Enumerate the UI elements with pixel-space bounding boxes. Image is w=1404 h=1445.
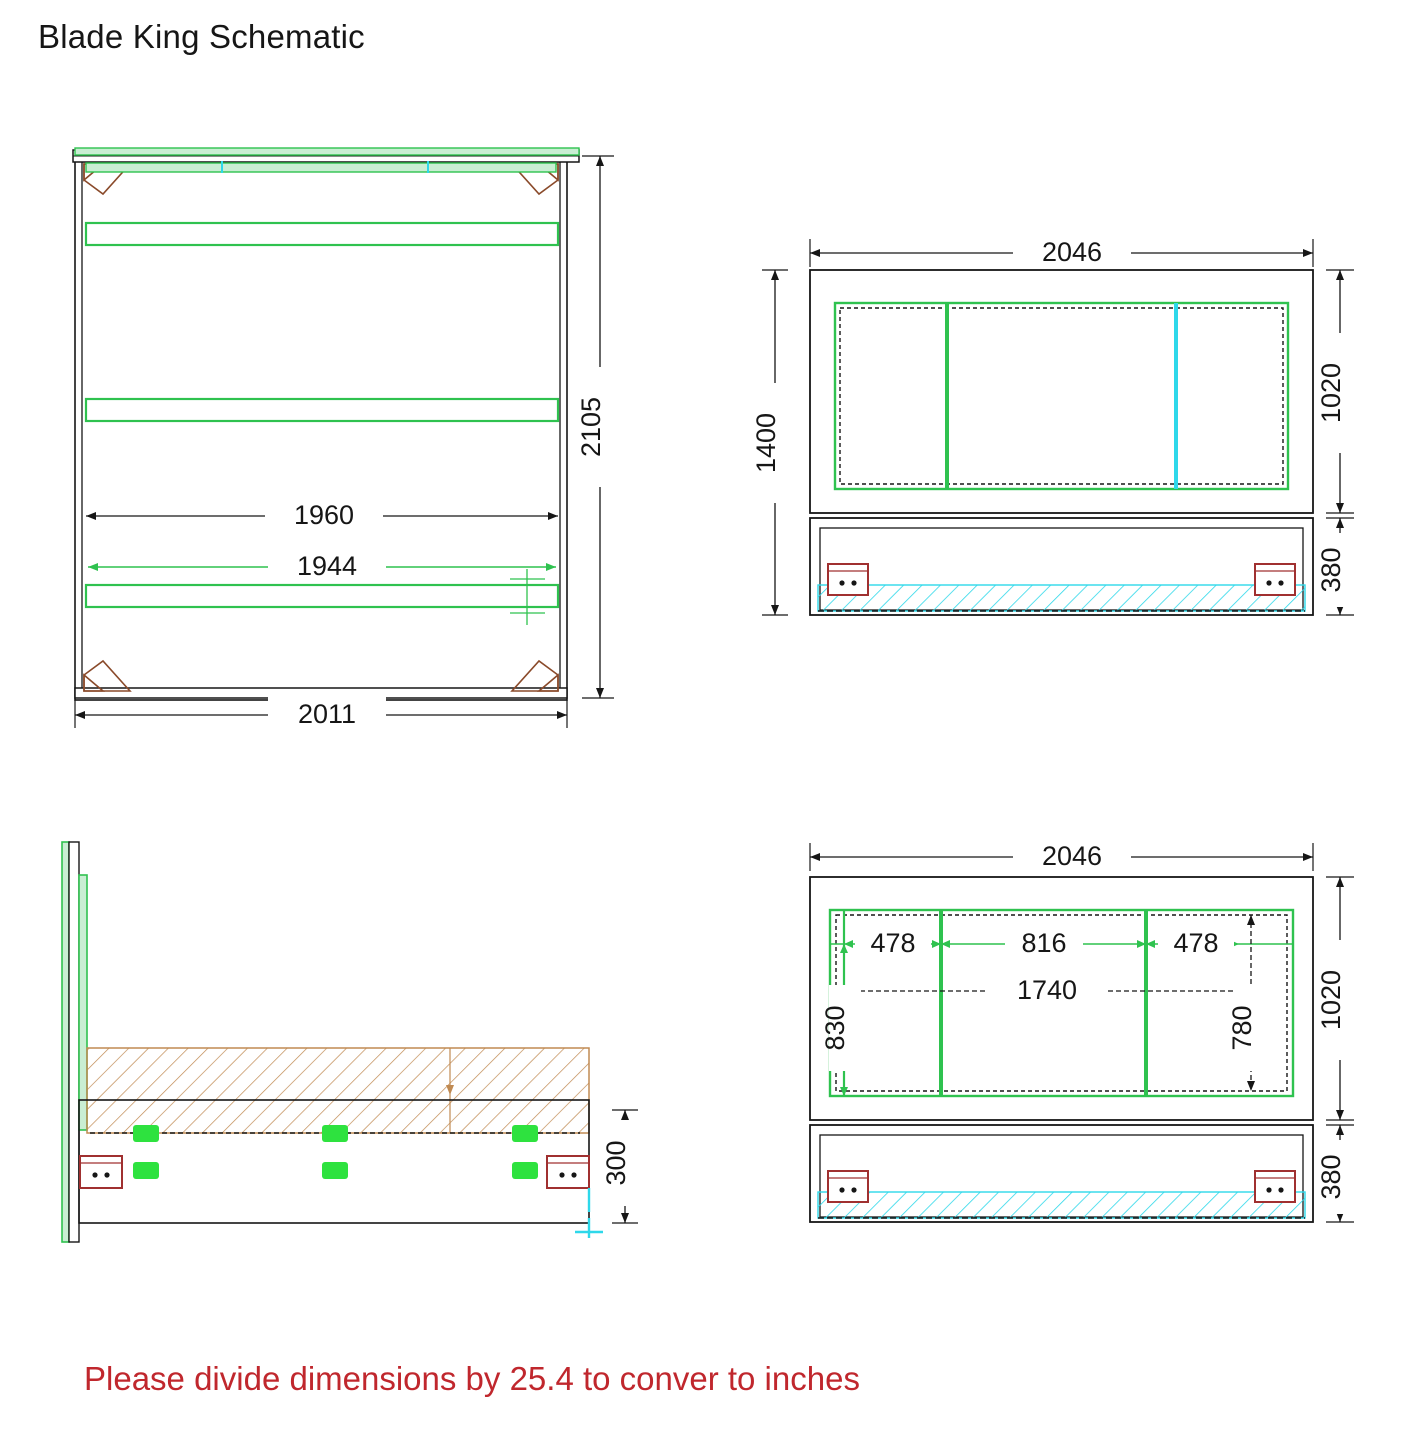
green-rail-group	[74, 147, 580, 609]
dim-2046-headboard: 2046	[809, 235, 1314, 269]
dim-label-816: 816	[1021, 928, 1066, 958]
footboard-elevation-view: 2046 478 816 478 1740	[740, 825, 1390, 1265]
red-bracket-group-footboard	[827, 1170, 1296, 1203]
green-block	[322, 1162, 348, 1179]
green-block	[133, 1125, 159, 1142]
dim-label-1960: 1960	[294, 500, 354, 530]
red-bracket	[827, 563, 869, 596]
dim-label-380-footboard: 380	[1316, 1154, 1346, 1199]
green-block-group	[133, 1125, 538, 1179]
headboard-elevation-view: 2046	[740, 215, 1390, 655]
dim-label-830: 830	[820, 1005, 850, 1050]
dim-2046-footboard: 2046	[809, 839, 1314, 873]
dim-label-2011: 2011	[298, 699, 356, 729]
dim-1960: 1960	[86, 498, 558, 532]
dim-label-300: 300	[601, 1140, 631, 1185]
top-plan-view: 1960 1944 2105 2011	[0, 120, 700, 740]
dim-label-1020-footboard: 1020	[1316, 970, 1346, 1030]
dim-380-footboard: 380	[1316, 1124, 1357, 1223]
green-block	[322, 1125, 348, 1142]
dim-label-1944: 1944	[297, 551, 357, 581]
green-block	[512, 1162, 538, 1179]
headboard-hatch-strip	[817, 584, 1306, 612]
dim-2105: 2105	[576, 155, 617, 699]
dim-panel-widths: 478 816 478	[830, 926, 1293, 960]
dim-label-780: 780	[1227, 1005, 1257, 1050]
dim-1020-headboard: 1020	[1316, 269, 1357, 514]
dim-830: 830	[820, 910, 861, 1096]
dim-780: 780	[1227, 915, 1268, 1091]
dim-1944: 1944	[88, 549, 556, 583]
dim-1020-footboard: 1020	[1316, 876, 1357, 1121]
red-bracket	[546, 1155, 590, 1189]
dim-label-2105: 2105	[576, 397, 606, 457]
headboard-body	[809, 269, 1314, 616]
dim-300: 300	[601, 1109, 642, 1224]
mattress-block	[86, 1047, 590, 1134]
footboard-body	[809, 876, 1314, 1223]
page-title: Blade King Schematic	[38, 18, 365, 55]
red-bracket	[827, 1170, 869, 1203]
dim-rail-thickness	[510, 569, 545, 625]
side-section-view: 300	[0, 820, 700, 1260]
dim-1740: 1740	[836, 973, 1251, 1007]
cyan-marker-side	[575, 1188, 603, 1238]
red-bracket	[1254, 1170, 1296, 1203]
red-bracket-group-side	[79, 1155, 590, 1189]
dim-label-380-headboard: 380	[1316, 547, 1346, 592]
dim-label-478-right: 478	[1173, 928, 1218, 958]
dim-1400: 1400	[751, 269, 792, 616]
headboard-post	[61, 841, 88, 1243]
red-bracket	[79, 1155, 123, 1189]
dim-380-headboard: 380	[1316, 517, 1357, 616]
red-bracket-group-headboard	[827, 563, 1296, 596]
dim-label-2046-footboard: 2046	[1042, 841, 1102, 871]
dim-label-1400: 1400	[751, 413, 781, 473]
dim-label-2046-headboard: 2046	[1042, 237, 1102, 267]
red-bracket	[1254, 563, 1296, 596]
footboard-hatch-strip	[817, 1191, 1306, 1219]
cyan-marker-group	[221, 161, 429, 173]
dim-2011: 2011	[74, 697, 568, 731]
unit-conversion-note: Please divide dimensions by 25.4 to conv…	[84, 1360, 860, 1397]
green-block	[133, 1162, 159, 1179]
headboard-panel	[833, 301, 1290, 491]
dim-label-478-left: 478	[870, 928, 915, 958]
dim-label-1020-headboard: 1020	[1316, 363, 1346, 423]
dim-label-1740: 1740	[1017, 975, 1077, 1005]
green-block	[512, 1125, 538, 1142]
